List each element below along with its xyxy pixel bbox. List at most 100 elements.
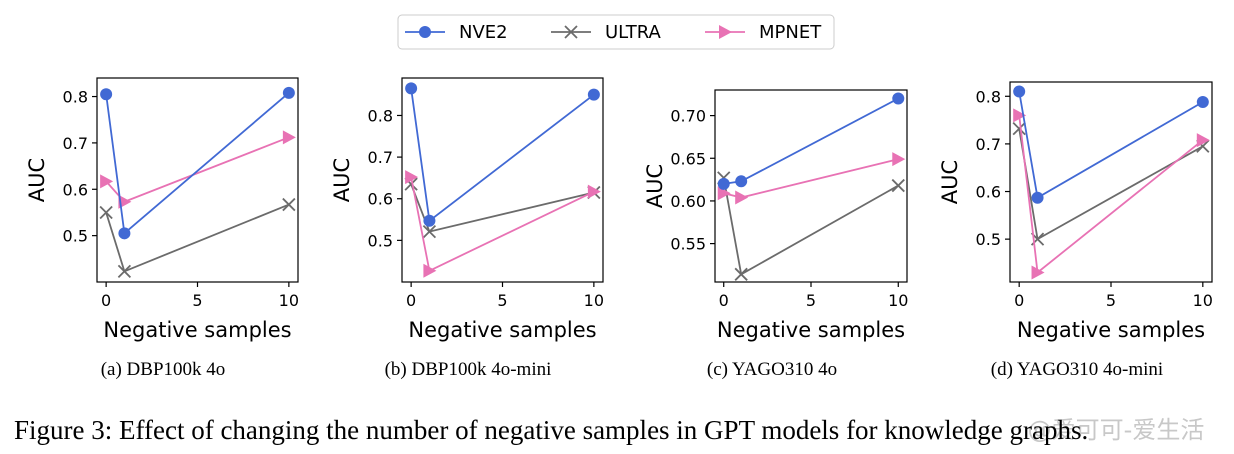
- y-tick-label: 0.7: [368, 148, 393, 167]
- y-tick-label: 0.65: [670, 149, 706, 168]
- x-tick-label: 0: [406, 291, 416, 310]
- series-line-ultra: [1018, 128, 1204, 241]
- data-point-mpnet: [118, 194, 132, 209]
- data-point-nve2: [717, 177, 730, 190]
- x-tick-label: 5: [1106, 291, 1116, 310]
- subfigure-caption: (a) DBP100k 4o: [101, 359, 226, 380]
- y-tick-label: 0.55: [670, 235, 706, 254]
- series-line-nve2: [1018, 91, 1204, 200]
- data-point-nve2: [587, 88, 600, 101]
- data-point-mpnet: [282, 130, 296, 145]
- figure-caption: Figure 3: Effect of changing the number …: [14, 415, 1088, 445]
- series-line-ultra: [105, 203, 290, 273]
- data-point-mpnet: [892, 152, 906, 167]
- x-tick-label: 0: [101, 291, 111, 310]
- y-tick-label: 0.5: [63, 227, 88, 246]
- y-tick-label: 0.7: [63, 134, 88, 153]
- y-tick-label: 0.6: [368, 190, 393, 209]
- series-line-nve2: [410, 88, 595, 223]
- data-point-mpnet: [423, 263, 437, 278]
- y-tick-label: 0.60: [670, 192, 706, 211]
- y-axis-label: AUC: [643, 164, 667, 208]
- data-point-mpnet: [1196, 133, 1210, 148]
- x-tick-label: 10: [888, 291, 908, 310]
- x-tick-label: 0: [1014, 291, 1024, 310]
- data-point-nve2: [100, 88, 113, 101]
- data-point-nve2: [118, 227, 131, 240]
- data-point-ultra: [99, 205, 113, 220]
- x-axis-label: Negative samples: [717, 318, 905, 342]
- legend-label-mpnet: MPNET: [759, 22, 822, 43]
- series-line-mpnet: [1018, 115, 1204, 275]
- plot-frame: [96, 77, 299, 283]
- data-point-mpnet: [1013, 108, 1027, 123]
- plot-frame: [401, 77, 604, 283]
- legend-marker-ultra: [564, 25, 578, 39]
- data-point-ultra: [117, 264, 132, 278]
- x-tick-label: 5: [806, 291, 816, 310]
- data-point-ultra: [422, 224, 437, 239]
- legend: NVE2 ULTRA MPNET: [397, 14, 835, 50]
- chart-panel-4: 0.5 0.6 0.7 0.8 0 5 10 Negative samples AUC (d) Y…: [938, 81, 1213, 380]
- y-tick-label: 0.8: [976, 87, 1001, 106]
- x-tick-label: 10: [279, 291, 299, 310]
- y-tick-label: 0.5: [976, 230, 1001, 249]
- subfigure-caption: (d) YAGO310 4o-mini: [991, 359, 1163, 380]
- data-point-mpnet: [735, 190, 749, 205]
- legend-marker-mpnet: [719, 25, 732, 39]
- data-point-nve2: [423, 214, 436, 227]
- data-point-nve2: [405, 82, 418, 95]
- series-line-nve2: [105, 92, 290, 236]
- x-axis-label: Negative samples: [1017, 318, 1205, 342]
- x-axis-label: Negative samples: [103, 318, 291, 342]
- legend-label-ultra: ULTRA: [605, 22, 661, 43]
- data-point-ultra: [1012, 122, 1026, 136]
- data-point-nve2: [1031, 191, 1044, 204]
- data-point-ultra: [282, 197, 296, 212]
- y-tick-label: 0.6: [976, 183, 1001, 202]
- series-line-ultra: [722, 177, 899, 276]
- series-line-mpnet: [105, 136, 290, 203]
- series-line-ultra: [410, 183, 595, 233]
- y-tick-label: 0.7: [976, 135, 1001, 154]
- subfigure-caption: (b) DBP100k 4o-mini: [385, 359, 552, 380]
- plot-frame: [1009, 81, 1213, 283]
- x-tick-label: 10: [1193, 291, 1213, 310]
- data-point-ultra: [891, 178, 905, 193]
- y-tick-label: 0.8: [368, 106, 393, 125]
- x-tick-label: 5: [497, 291, 507, 310]
- data-point-nve2: [1013, 85, 1026, 98]
- data-point-mpnet: [587, 184, 601, 199]
- y-tick-label: 0.5: [368, 231, 393, 250]
- data-point-mpnet: [100, 174, 114, 189]
- series-line-nve2: [723, 97, 899, 185]
- x-tick-label: 5: [192, 291, 202, 310]
- y-axis-label: AUC: [938, 160, 962, 204]
- y-tick-label: 0.70: [670, 107, 706, 126]
- chart-panel-2: 0.5 0.6 0.7 0.8 0 5 10 Negative samples AUC (b) D…: [330, 77, 604, 380]
- x-tick-label: 0: [719, 291, 729, 310]
- legend-marker-nve2: [419, 26, 431, 38]
- y-axis-label: AUC: [330, 158, 354, 202]
- data-point-nve2: [282, 86, 295, 99]
- x-tick-label: 10: [584, 291, 604, 310]
- data-point-ultra: [734, 267, 748, 281]
- data-point-nve2: [1196, 96, 1209, 108]
- y-tick-label: 0.6: [63, 180, 88, 199]
- data-point-nve2: [735, 175, 748, 188]
- data-point-mpnet: [717, 186, 731, 201]
- legend-label-nve2: NVE2: [459, 22, 508, 43]
- data-point-mpnet: [405, 170, 419, 185]
- subfigure-caption: (c) YAGO310 4o: [707, 359, 837, 380]
- y-axis-label: AUC: [25, 158, 49, 202]
- series-line-mpnet: [723, 158, 899, 199]
- series-line-mpnet: [410, 176, 595, 273]
- chart-panel-3: 0.55 0.60 0.65 0.70 0 5 10 Negative samples AUC (…: [643, 89, 908, 380]
- data-point-nve2: [892, 92, 905, 105]
- x-axis-label: Negative samples: [408, 318, 596, 342]
- data-point-mpnet: [1031, 265, 1045, 280]
- watermark: @爱可可-爱生活: [1028, 416, 1205, 444]
- y-tick-label: 0.8: [63, 88, 88, 107]
- legend-frame: [397, 14, 835, 50]
